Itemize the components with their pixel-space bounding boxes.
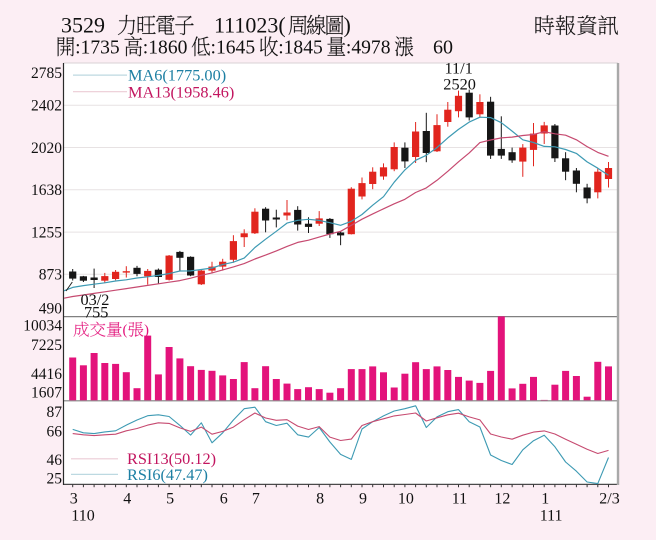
svg-text::4978: :4978	[346, 38, 391, 59]
svg-text:(: (	[123, 323, 128, 339]
svg-text:2785: 2785	[31, 65, 62, 82]
svg-text:8: 8	[316, 491, 324, 508]
svg-text:11: 11	[452, 491, 467, 508]
svg-text:2520: 2520	[443, 74, 476, 93]
svg-text:1255: 1255	[31, 224, 62, 241]
svg-text:): )	[344, 13, 351, 38]
svg-text:6: 6	[220, 491, 228, 508]
svg-text:10: 10	[398, 491, 414, 508]
svg-text:3: 3	[70, 491, 78, 508]
svg-text::1860: :1860	[143, 38, 188, 59]
svg-text:46: 46	[47, 452, 63, 469]
svg-text:4416: 4416	[31, 366, 62, 383]
svg-text:1607: 1607	[31, 385, 62, 402]
svg-text:873: 873	[39, 267, 63, 284]
svg-text:2020: 2020	[31, 140, 62, 157]
svg-text:RSI6(47.47): RSI6(47.47)	[127, 465, 208, 484]
svg-text:25: 25	[47, 471, 63, 488]
svg-text:755: 755	[84, 303, 108, 322]
svg-text:87: 87	[47, 404, 63, 421]
svg-text:2/3: 2/3	[599, 491, 619, 508]
svg-text:1638: 1638	[31, 182, 62, 199]
svg-text:1: 1	[541, 491, 549, 508]
svg-text:110: 110	[71, 508, 94, 525]
svg-text:5: 5	[166, 491, 174, 508]
svg-text:7: 7	[252, 491, 260, 508]
svg-text:3529: 3529	[61, 13, 105, 38]
svg-text:111023(: 111023(	[214, 13, 286, 38]
svg-text:2402: 2402	[31, 98, 62, 115]
svg-text:490: 490	[39, 300, 63, 317]
svg-text::1735: :1735	[75, 38, 120, 59]
svg-text:12: 12	[494, 491, 510, 508]
svg-text:111: 111	[540, 508, 563, 525]
svg-text:MA13(1958.46): MA13(1958.46)	[128, 82, 234, 101]
svg-text:7225: 7225	[31, 337, 62, 354]
svg-text:66: 66	[47, 424, 63, 441]
svg-text:60: 60	[433, 37, 453, 59]
svg-text:4: 4	[123, 491, 131, 508]
svg-text:9: 9	[359, 491, 367, 508]
svg-text::1645: :1645	[211, 38, 256, 59]
svg-text::1845: :1845	[278, 38, 323, 59]
svg-text:10034: 10034	[23, 317, 62, 334]
svg-text:): )	[144, 323, 149, 339]
